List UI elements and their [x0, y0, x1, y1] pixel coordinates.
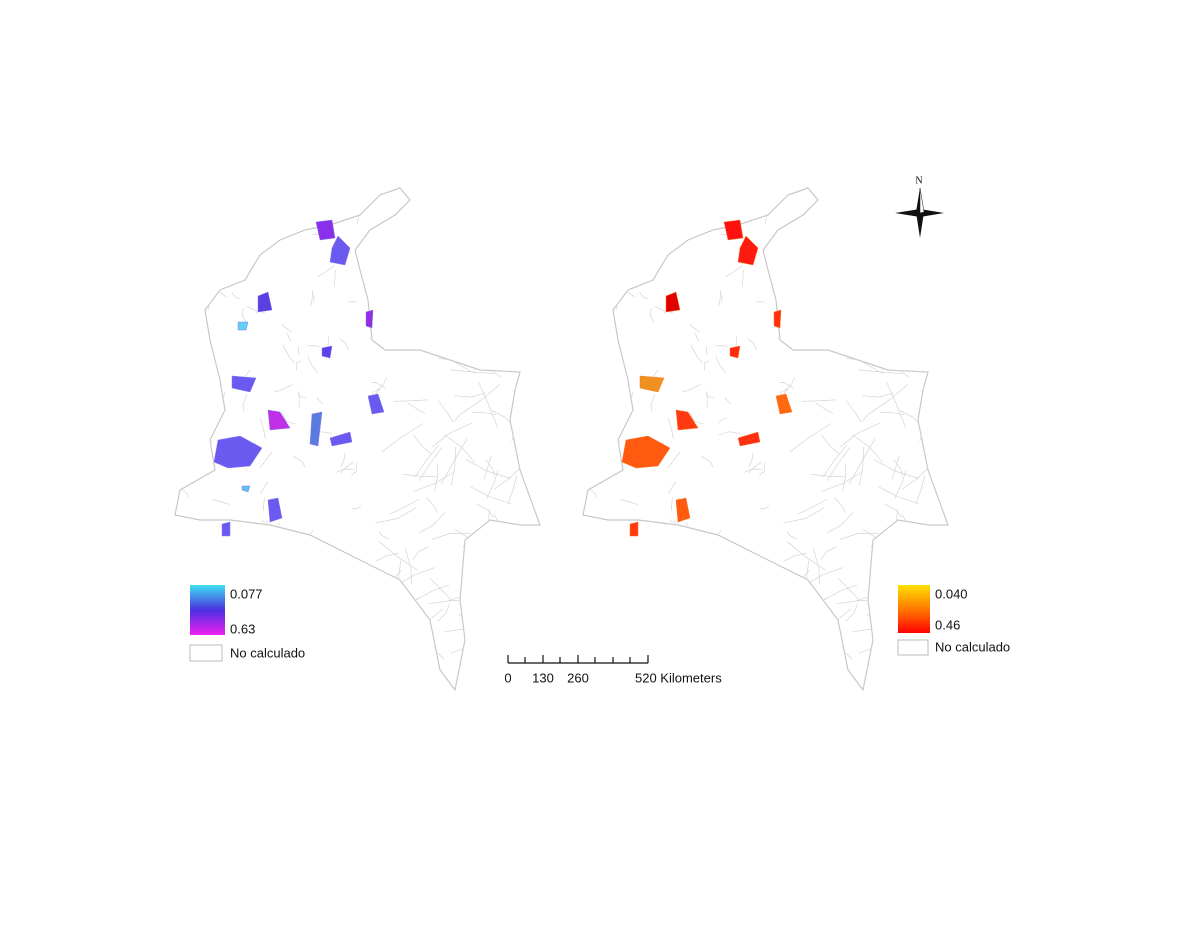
no-data-swatch: [897, 639, 929, 656]
legend-top-label: 0.077: [230, 586, 263, 601]
no-data-swatch: [189, 644, 223, 662]
color-ramp: [190, 585, 225, 635]
scale-label: 260: [567, 670, 589, 685]
scale-label: 520 Kilometers: [635, 670, 722, 685]
no-data-label: No calculado: [935, 639, 1010, 654]
highlighted-municipalities: [621, 219, 793, 537]
scale-label: 130: [532, 670, 554, 685]
scale-bar: [507, 655, 649, 664]
legend-bottom-label: 0.63: [230, 621, 255, 636]
right-map: 0.040 0.46 No calculado: [582, 187, 1010, 691]
scale-label: 0: [504, 670, 511, 685]
north-label: N: [915, 175, 922, 186]
left-map: 0.077 0.63 No calculado: [174, 187, 541, 691]
highlighted-municipalities: [213, 219, 385, 537]
north-arrow: [895, 187, 944, 238]
legend-top-label: 0.040: [935, 586, 968, 601]
legend-bottom-label: 0.46: [935, 617, 960, 632]
color-ramp: [898, 585, 930, 633]
no-data-label: No calculado: [230, 645, 305, 660]
